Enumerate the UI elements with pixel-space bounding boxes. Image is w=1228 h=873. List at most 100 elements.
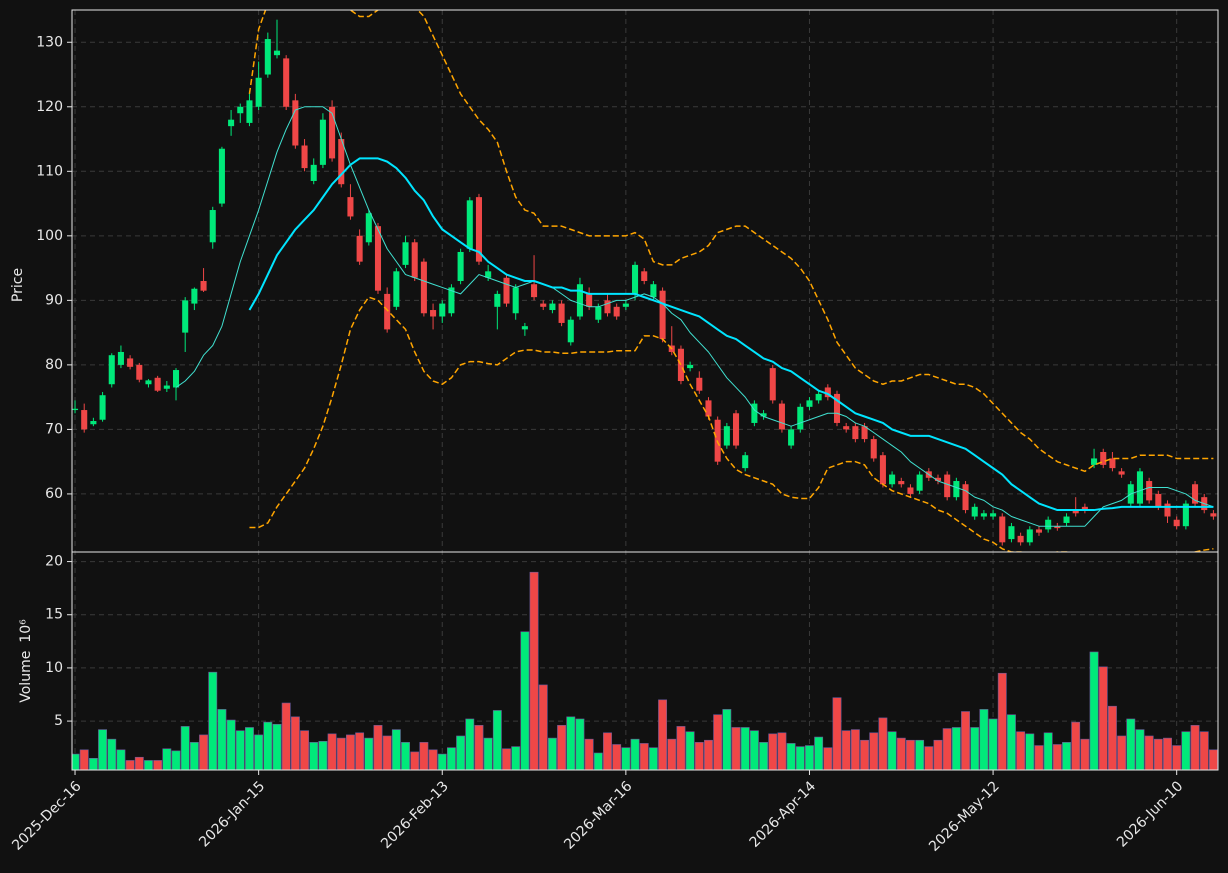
candle-body — [200, 281, 207, 291]
volume-bar — [153, 760, 163, 770]
y-tick-label: 100 — [36, 228, 63, 244]
candle-body — [1045, 519, 1052, 530]
y-tick-label: 120 — [36, 99, 63, 115]
volume-bar — [235, 730, 245, 770]
volume-bar — [180, 726, 190, 770]
volume-bar — [419, 742, 429, 770]
candle-body — [154, 377, 161, 391]
candle-body — [907, 487, 914, 494]
volume-bar — [529, 571, 539, 770]
volume-bar — [1062, 742, 1071, 770]
volume-bar — [290, 716, 300, 770]
y-tick-label: 15 — [45, 607, 63, 623]
volume-bar — [1172, 745, 1182, 770]
candle-body — [347, 197, 354, 217]
candle-body — [264, 39, 271, 75]
volume-bar — [171, 750, 181, 770]
candle-body — [990, 513, 997, 517]
candle-body — [420, 261, 427, 314]
volume-bar — [217, 709, 227, 770]
volume-bar — [575, 718, 585, 770]
volume-bar — [437, 753, 447, 770]
candle-body — [430, 310, 437, 317]
candle-body — [806, 400, 813, 407]
volume-bar — [391, 729, 401, 770]
volume-bar — [474, 725, 484, 770]
volume-bar — [245, 727, 254, 770]
candle-body — [191, 288, 198, 304]
candle-body — [117, 351, 124, 365]
volume-bar — [988, 718, 998, 770]
overlay-line — [249, 296, 1214, 552]
volume-bar — [263, 721, 273, 770]
volume-bar — [933, 739, 943, 770]
candle-body — [1035, 529, 1043, 533]
candle-body — [916, 474, 923, 491]
volume-bar — [1043, 732, 1053, 770]
candle-body — [1091, 458, 1098, 465]
volume-bar — [1034, 745, 1044, 770]
volume-bar — [134, 756, 144, 770]
volume-bar — [667, 738, 677, 770]
volume-bar — [1135, 729, 1145, 770]
candle-body — [127, 358, 134, 367]
candle-body — [659, 290, 666, 340]
volume-bar — [970, 727, 980, 770]
volume-bar — [1025, 733, 1035, 770]
volume-bar — [1089, 651, 1099, 770]
volume-bar — [1007, 714, 1016, 770]
candle-body — [466, 200, 473, 249]
volume-bar — [1153, 738, 1163, 770]
candle-body — [1100, 451, 1107, 465]
candle-body — [209, 210, 216, 243]
volume-bar — [483, 737, 493, 770]
volume-bar — [924, 746, 934, 770]
candle-body — [1155, 493, 1162, 507]
volume-bar — [428, 749, 438, 770]
price-axis-label: Price — [10, 268, 26, 302]
volume-bar — [722, 709, 732, 770]
candle-body — [72, 408, 79, 411]
volume-bar — [1190, 725, 1200, 770]
candle-body — [503, 277, 510, 304]
volume-bar — [1163, 737, 1172, 770]
volume-bar — [309, 742, 319, 770]
candle-body — [99, 395, 106, 420]
volume-bar — [364, 737, 374, 770]
candle-body — [760, 413, 767, 417]
volume-bar — [1199, 731, 1209, 770]
volume-label: Volume — [18, 651, 34, 703]
candle-body — [980, 513, 987, 517]
candle-body — [778, 403, 785, 430]
candle-body — [182, 300, 189, 333]
candle-body — [531, 284, 538, 298]
candle-body — [512, 287, 519, 314]
volume-bar — [1080, 738, 1090, 770]
candle-body — [898, 481, 905, 485]
candle-body — [411, 242, 418, 278]
volume-bar — [951, 727, 961, 770]
volume-bar — [805, 745, 814, 770]
candle-body — [843, 426, 850, 430]
overlay-line — [248, 157, 1214, 512]
y-tick-label: 80 — [45, 357, 63, 373]
volume-bar — [107, 738, 117, 770]
volume-bar — [1098, 666, 1108, 770]
candle-body — [485, 271, 492, 278]
volume-bar — [410, 751, 420, 770]
volume-bar — [88, 758, 98, 770]
volume-bar — [1181, 731, 1191, 770]
volume-bar — [208, 671, 218, 770]
candle-body — [1173, 519, 1180, 527]
candle-body — [338, 139, 345, 185]
candle-body — [751, 403, 758, 423]
candle-body — [163, 385, 170, 389]
candle-body — [1026, 529, 1033, 543]
candle-body — [586, 293, 593, 307]
candle-body — [632, 264, 639, 294]
volume-bar — [566, 716, 576, 770]
overlay-layer — [175, 10, 1214, 552]
candle-body — [475, 197, 483, 262]
candle-body — [613, 306, 620, 317]
